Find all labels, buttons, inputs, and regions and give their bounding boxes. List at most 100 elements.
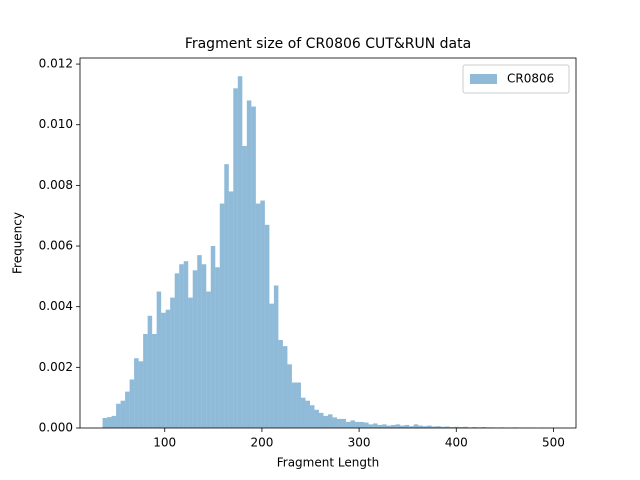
bar [174,273,180,428]
bar [237,76,243,429]
bar [260,200,265,428]
bar [328,414,333,428]
bar [346,421,351,428]
y-axis-label: Frequency [11,212,25,274]
bar [255,203,261,428]
y-tick-label: 0.012 [39,57,73,71]
bar [179,264,184,428]
bar [116,403,121,428]
bar [373,423,378,428]
y-tick-label: 0.008 [39,178,73,192]
bar [391,424,396,428]
bar [300,397,306,428]
bar [382,424,387,428]
bar [337,418,342,428]
bar [463,426,468,428]
legend-box [462,64,570,94]
bar [107,417,112,428]
bar [228,191,234,428]
bar [152,333,157,428]
bar [183,261,189,428]
bar [134,358,139,428]
chart-title: Fragment size of CR0806 CUT&RUN data [185,36,471,52]
bar [395,424,401,428]
bar [120,400,126,428]
bar [440,426,446,428]
bar [359,421,365,428]
bar [233,88,238,428]
bar [458,427,464,428]
bar [309,405,315,428]
bar [210,246,216,428]
bar [206,291,211,428]
bar [111,415,117,428]
bar [418,425,423,428]
y-tick-label: 0.002 [39,360,73,374]
x-tick-label: 300 [348,436,371,450]
bar [472,427,477,428]
bar [282,346,288,428]
bar [273,285,279,428]
bar [431,426,437,428]
bar [242,145,247,429]
bar [246,100,252,428]
bar [481,427,486,428]
bar [192,270,198,428]
bar [445,426,450,428]
bar [436,426,441,428]
bar [161,312,166,428]
y-tick-label: 0.010 [39,117,73,131]
y-tick-label: 0.006 [39,239,73,253]
bar [269,303,274,428]
bar [355,421,360,428]
bar [147,315,153,428]
bar [341,418,347,428]
x-tick-label: 100 [153,436,176,450]
bar [296,382,301,428]
bar [422,426,428,428]
bar [138,361,144,428]
bar [377,424,383,428]
x-tick-label: 500 [542,436,565,450]
bar [386,425,392,428]
bar [188,297,193,428]
bar [323,415,328,428]
bar [170,297,175,428]
legend-label: CR0806 [507,72,554,86]
bar [287,364,292,428]
plot-frame [79,57,577,429]
bar [404,424,410,428]
bar [278,340,283,428]
bar [143,333,148,428]
bar [129,379,135,428]
bar [400,425,405,428]
bar [318,412,324,428]
bar [409,426,414,428]
bar [224,164,229,429]
bar [454,426,459,428]
y-tick-label: 0.004 [39,299,73,313]
bar [201,264,207,428]
bar [197,255,202,428]
x-tick-label: 400 [445,436,468,450]
bar [156,291,162,428]
bar [368,424,374,428]
bar [264,224,270,428]
legend-swatch [470,74,497,84]
bar [364,422,369,428]
x-tick-label: 200 [250,436,273,450]
bar [305,400,310,428]
bar [350,420,356,428]
bar [125,391,130,428]
bar [251,106,256,428]
y-tick-label: 0.000 [39,421,73,435]
bar [449,427,455,428]
bar [102,417,108,428]
bar [215,267,220,428]
bar [314,409,319,428]
bar [427,425,432,428]
bar [165,309,171,428]
bar [332,417,338,428]
bar [291,382,297,428]
